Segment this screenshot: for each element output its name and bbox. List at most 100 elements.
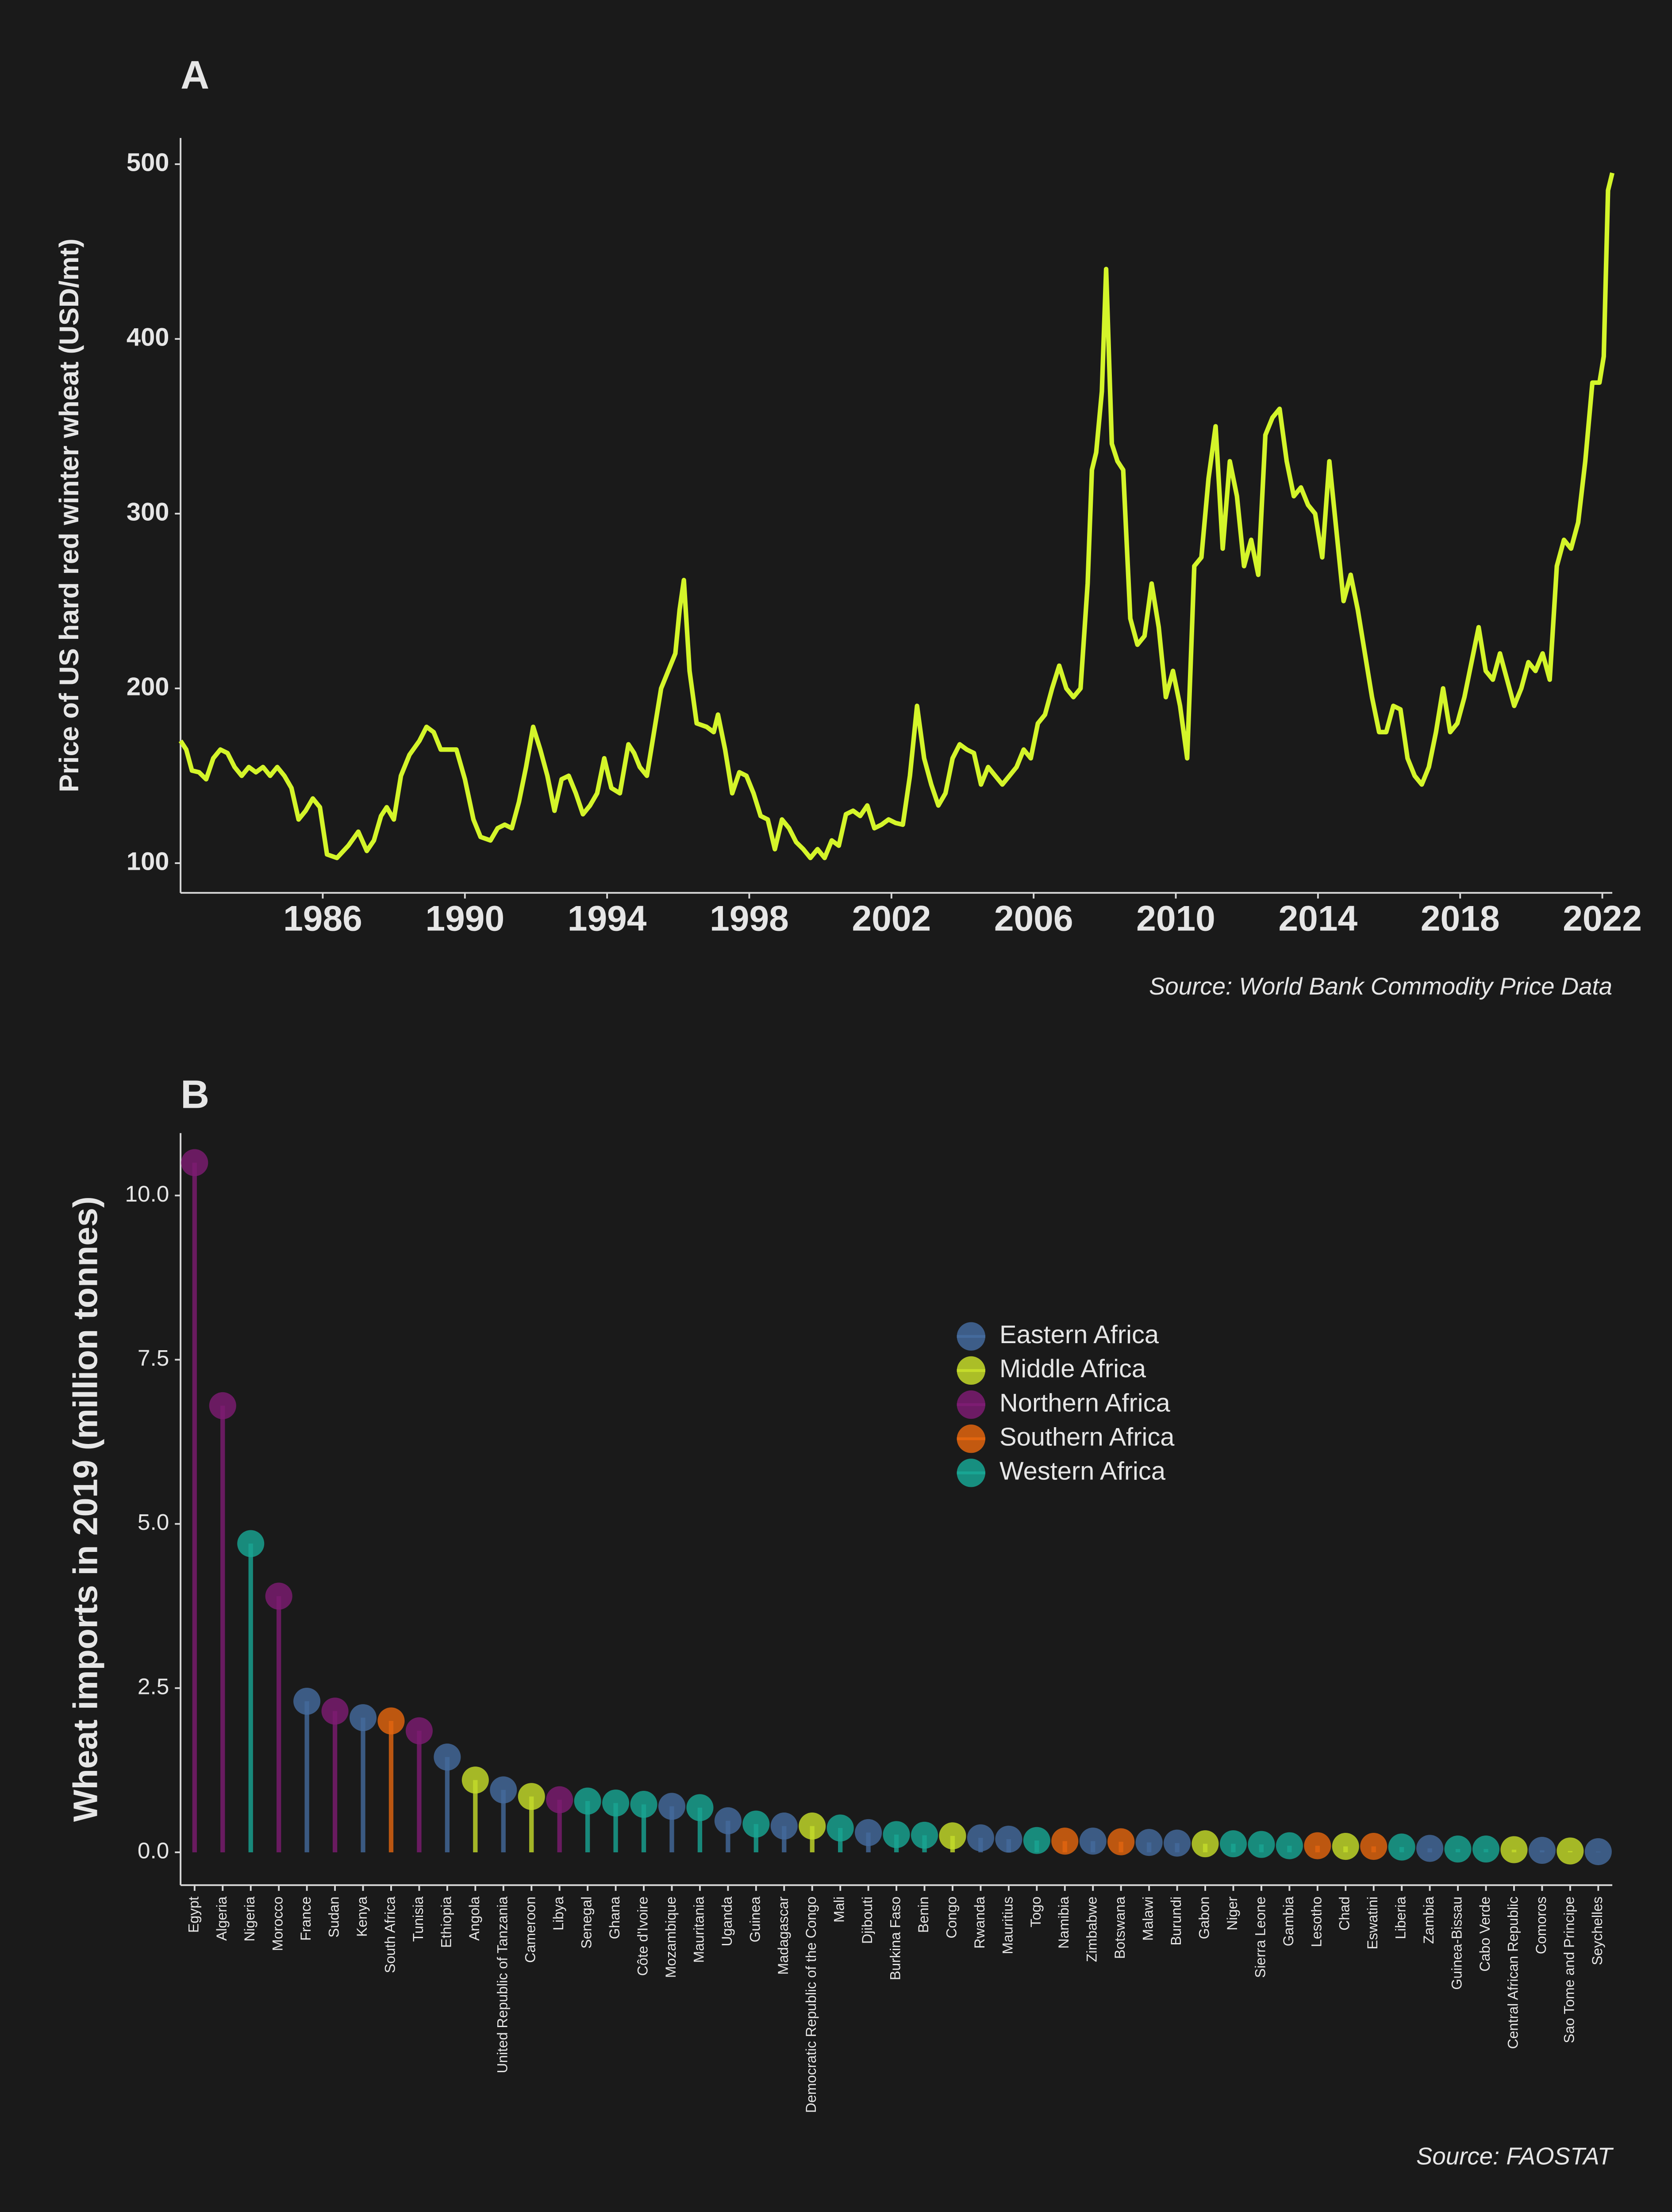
- legend-label: Middle Africa: [999, 1355, 1146, 1383]
- lollipop-point: [1192, 1830, 1219, 1858]
- x-tick-label: Morocco: [270, 1897, 286, 1951]
- x-tick-label: Mali: [831, 1897, 847, 1923]
- y-tick-label: 2.5: [138, 1673, 169, 1699]
- x-tick-label: Tunisia: [410, 1897, 426, 1942]
- x-tick-label: Mauritania: [691, 1897, 707, 1963]
- x-tick-label: Djibouti: [859, 1897, 875, 1944]
- lollipop-point: [237, 1530, 265, 1557]
- x-tick-label: 1986: [283, 899, 362, 939]
- lollipop-point: [686, 1794, 714, 1821]
- lollipop-point: [770, 1813, 798, 1840]
- x-tick-label: Algeria: [214, 1897, 230, 1941]
- lollipop-point: [546, 1786, 573, 1813]
- x-tick-label: 2018: [1421, 899, 1500, 939]
- lollipop-point: [1557, 1837, 1584, 1865]
- x-tick-label: Zimbabwe: [1084, 1897, 1100, 1962]
- x-tick-label: Congo: [943, 1897, 959, 1939]
- x-tick-label: Nigeria: [242, 1897, 258, 1942]
- lollipop-point: [1051, 1828, 1079, 1855]
- lollipop-point: [1528, 1836, 1556, 1864]
- lollipop-point: [1107, 1828, 1135, 1855]
- x-tick-label: Chad: [1337, 1897, 1353, 1931]
- price-line: [178, 172, 1615, 860]
- x-tick-label: Eswatini: [1365, 1897, 1380, 1950]
- x-tick-label: Guinea-Bissau: [1449, 1897, 1465, 1990]
- x-tick-label: 2006: [994, 899, 1073, 939]
- legend-label: Southern Africa: [999, 1423, 1175, 1451]
- x-tick-label: Côte d'Ivoire: [635, 1897, 651, 1976]
- lollipop-point: [209, 1392, 236, 1419]
- x-tick-label: Namibia: [1056, 1897, 1072, 1949]
- x-tick-label: Madagascar: [775, 1897, 791, 1975]
- lollipop-point: [265, 1582, 292, 1610]
- x-tick-label: South Africa: [382, 1897, 398, 1973]
- lollipop-point: [658, 1793, 686, 1820]
- panel-tag: A: [181, 54, 209, 98]
- lollipop-point: [181, 1149, 208, 1176]
- x-tick-label: Sao Tome and Principe: [1561, 1897, 1577, 2043]
- x-tick-label: Malawi: [1140, 1897, 1156, 1941]
- x-tick-label: Guinea: [747, 1897, 763, 1943]
- lollipop-point: [1079, 1828, 1107, 1855]
- lollipop-point: [434, 1743, 461, 1771]
- y-tick-label: 5.0: [138, 1509, 169, 1535]
- y-tick-label: 100: [127, 847, 169, 876]
- x-tick-label: Cabo Verde: [1477, 1897, 1493, 1972]
- legend-label: Northern Africa: [999, 1389, 1171, 1417]
- x-tick-label: Ethiopia: [438, 1897, 454, 1948]
- lollipop-point: [1023, 1827, 1050, 1854]
- x-tick-label: Libya: [550, 1897, 566, 1931]
- lollipop-point: [574, 1787, 601, 1815]
- lollipop-point: [1219, 1830, 1247, 1858]
- lollipop-point: [321, 1697, 349, 1725]
- caption: Source: FAOSTAT: [1416, 2143, 1614, 2170]
- x-tick-label: United Republic of Tanzania: [494, 1897, 510, 2074]
- lollipop-point: [1164, 1829, 1191, 1857]
- x-tick-label: Zambia: [1421, 1897, 1437, 1944]
- lollipop-point: [855, 1819, 882, 1846]
- x-tick-label: Lesotho: [1308, 1897, 1324, 1947]
- y-tick-label: 400: [127, 323, 169, 351]
- x-tick-label: Togo: [1028, 1897, 1044, 1928]
- lollipop-point: [1304, 1832, 1331, 1859]
- x-tick-label: 1994: [568, 899, 647, 939]
- y-axis-title: Price of US hard red winter wheat (USD/m…: [54, 238, 84, 792]
- lollipop-point: [461, 1767, 489, 1794]
- lollipop-point: [883, 1821, 910, 1848]
- caption: Source: World Bank Commodity Price Data: [1149, 973, 1612, 1000]
- x-tick-label: Niger: [1224, 1897, 1240, 1931]
- lollipop-point: [602, 1790, 630, 1817]
- lollipop-point: [1500, 1836, 1528, 1863]
- lollipop-point: [405, 1717, 433, 1744]
- x-tick-label: 1990: [425, 899, 504, 939]
- lollipop-point: [714, 1807, 742, 1835]
- x-tick-label: 2010: [1136, 899, 1215, 939]
- x-tick-label: Burkina Faso: [888, 1897, 903, 1980]
- lollipop-point: [518, 1783, 545, 1810]
- x-tick-label: Liberia: [1393, 1897, 1409, 1939]
- lollipop-point: [1388, 1833, 1415, 1861]
- y-tick-label: 300: [127, 498, 169, 526]
- lollipop-point: [967, 1824, 994, 1851]
- x-tick-label: Democratic Republic of the Congo: [803, 1897, 819, 2113]
- x-tick-label: Burundi: [1168, 1897, 1184, 1946]
- lollipop-point: [742, 1810, 770, 1838]
- lollipop-point: [1248, 1831, 1275, 1858]
- lollipop-point: [1584, 1838, 1612, 1865]
- x-tick-label: Sudan: [326, 1897, 342, 1938]
- legend-label: Western Africa: [999, 1457, 1166, 1486]
- x-tick-label: Egypt: [185, 1897, 201, 1933]
- x-tick-label: Angola: [466, 1897, 482, 1941]
- lollipop-point: [377, 1707, 405, 1735]
- y-tick-label: 7.5: [138, 1345, 169, 1371]
- x-tick-label: Benin: [915, 1897, 931, 1933]
- lollipop-point: [1360, 1833, 1388, 1860]
- lollipop-point: [1416, 1835, 1444, 1862]
- x-tick-label: Uganda: [719, 1897, 735, 1947]
- lollipop-point: [1135, 1829, 1163, 1856]
- x-tick-label: Kenya: [354, 1897, 370, 1937]
- lollipop-point: [293, 1687, 321, 1715]
